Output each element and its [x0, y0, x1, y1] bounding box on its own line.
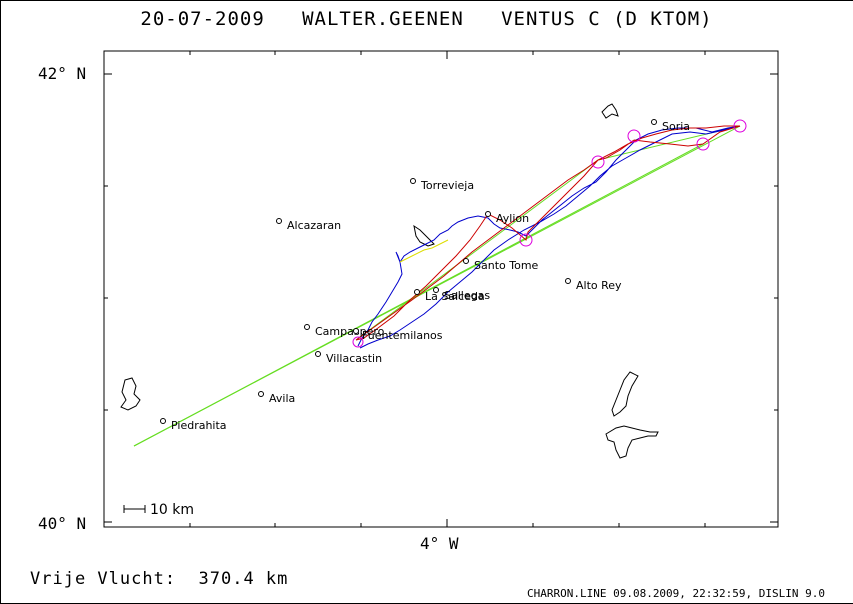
place-label-soria: Soria — [662, 120, 690, 133]
turnpoint-circle — [733, 119, 747, 133]
turnpoint-circle — [627, 129, 641, 143]
turnpoints — [352, 119, 747, 348]
lake-outline — [605, 425, 659, 459]
place-markers: Soria Torrevieja Alcazaran Aylion Santo … — [160, 119, 690, 432]
place-label-piedrahita: Piedrahita — [171, 419, 227, 432]
place-label-campaspero: Campaspero — [315, 325, 385, 338]
lake-outline — [601, 103, 619, 119]
plot-frame — [103, 50, 779, 528]
lon-label-center: 4° W — [420, 534, 459, 553]
place-label-fuentemilanos: Fuentemilanos — [362, 329, 443, 342]
map-title: 20-07-2009 WALTER.GEENEN VENTUS C (D KTO… — [140, 8, 713, 30]
flight-track-red — [355, 125, 741, 341]
lake-outline — [413, 224, 435, 247]
lat-label-bottom: 40° N — [38, 514, 87, 533]
place-label-torrevieja: Torrevieja — [420, 179, 474, 192]
task-lines — [133, 125, 741, 447]
scale-bar-label: 10 km — [150, 502, 194, 518]
place-label-avila: Avila — [269, 392, 295, 405]
place-label-aylion: Aylion — [496, 212, 529, 225]
lat-label-top: 42° N — [38, 64, 87, 83]
flight-track-yellow — [399, 239, 449, 263]
place-label-villacastin: Villacastin — [326, 352, 382, 365]
axis-ticks — [104, 51, 778, 527]
place-label-la-salceda: La Salceda — [425, 290, 485, 303]
lake-outline — [611, 371, 639, 417]
flight-track-blue — [357, 125, 741, 349]
place-label-santo-tome: Santo Tome — [474, 259, 539, 272]
footer-credit: CHARRON.LINE 09.08.2009, 22:32:59, DISLI… — [526, 587, 825, 600]
turnpoint-circle — [352, 336, 364, 348]
turnpoint-circle — [696, 137, 710, 151]
place-label-alcazaran: Alcazaran — [287, 219, 341, 232]
water-outlines — [120, 103, 659, 459]
turnpoint-circle — [519, 233, 533, 247]
scale-bar — [123, 505, 146, 513]
place-label-sallegas: Sallegas — [444, 289, 490, 302]
lake-outline — [120, 377, 141, 411]
place-label-alto-rey: Alto Rey — [576, 279, 622, 292]
turnpoint-circle — [591, 155, 605, 169]
flight-distance-summary: Vrije Vlucht: 370.4 km — [30, 569, 289, 589]
